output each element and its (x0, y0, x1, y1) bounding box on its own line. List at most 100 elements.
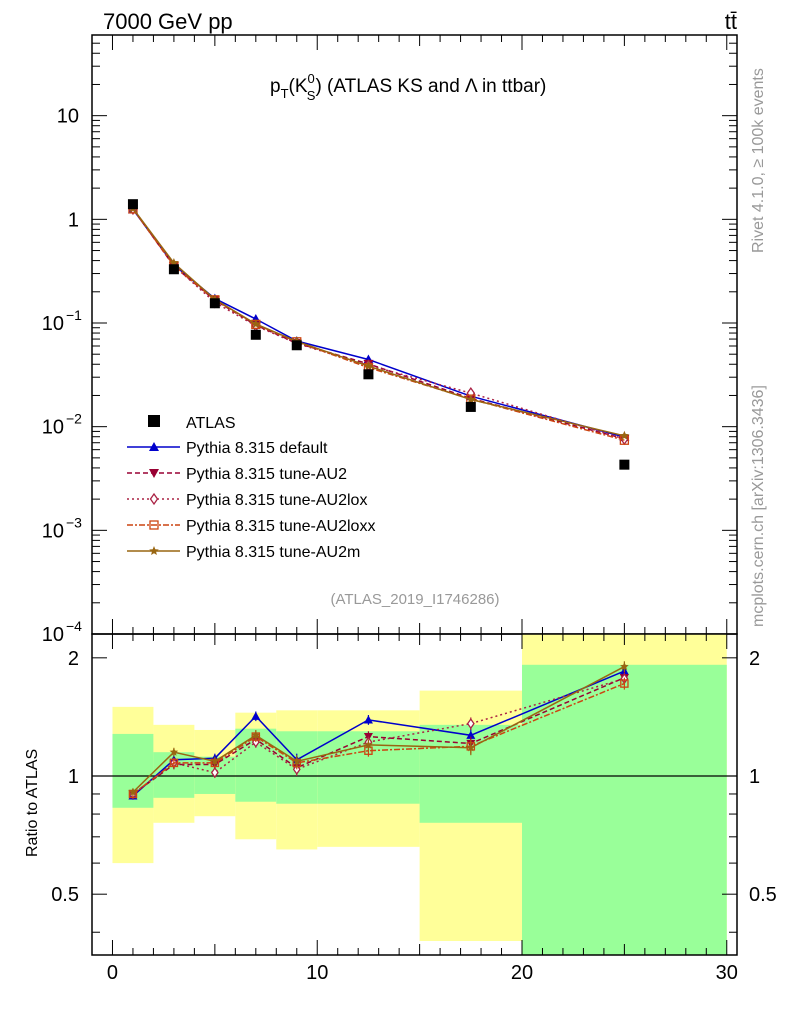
data-point-4-shape (291, 340, 302, 351)
ytick-label-base-0: 10 (57, 106, 79, 128)
series-4-point-6-shape (466, 394, 476, 404)
rtick-label-left-1: 1 (68, 766, 79, 788)
legend-label-3: Pythia 8.315 tune-AU2loxx (186, 518, 375, 535)
ytick-label-exp-3: −2 (66, 411, 82, 427)
series-4-point-6 (466, 394, 476, 404)
legend-marker-4-shape (149, 546, 159, 555)
xtick-label-3: 30 (716, 962, 738, 984)
ratio-plot: 0.5 0.51 12 20 10 20 30 (51, 633, 777, 984)
ratio-line-1 (132, 677, 625, 795)
ratio-4-point-6-shape (466, 743, 476, 752)
legend-marker-data (148, 415, 160, 427)
legend-marker-3 (149, 520, 159, 530)
legend-marker-1 (149, 469, 159, 478)
ratio-0-point-6-shape (466, 730, 476, 739)
legend-marker-3-shape (149, 520, 159, 530)
ratio-ylabel: Ratio to ATLAS (24, 749, 41, 857)
data-point-5 (363, 369, 374, 380)
rtick-label-right-0: 0.5 (749, 884, 777, 906)
legend-marker-data-shape (148, 415, 160, 427)
ytick-label-base-1: 1 (68, 209, 79, 231)
legend-label-0: Pythia 8.315 default (186, 440, 328, 457)
legend-marker-2-shape (149, 492, 159, 506)
ytick-label-4: 10 (42, 520, 64, 542)
title-k-sub: S (307, 88, 316, 103)
series-4-point-1 (169, 258, 179, 267)
data-point-4 (291, 340, 302, 351)
legend-marker-4 (149, 546, 159, 555)
ytick-label-2: 10 (42, 313, 64, 335)
ratio-4-point-3-shape (251, 730, 261, 739)
data-point-7-shape (619, 459, 630, 470)
ytick-label-base-5: 10 (42, 624, 64, 646)
data-point-5-shape (363, 369, 374, 380)
series-4-point-3 (251, 319, 261, 329)
legend-label-2: Pythia 8.315 tune-AU2lox (186, 492, 367, 509)
ratio-3-point-7-shape (620, 679, 629, 688)
ratio-0-point-5 (363, 715, 373, 724)
energy-label: 7000 GeV pp (103, 9, 233, 34)
data-point-1-shape (168, 264, 179, 275)
ratio-2-point-2 (210, 766, 219, 779)
ratio-4-point-7 (620, 662, 629, 671)
ratio-4-point-5-shape (364, 740, 373, 749)
legend-label-1: Pythia 8.315 tune-AU2 (186, 466, 347, 483)
title-p-sub: T (281, 86, 289, 101)
data-point-6 (465, 401, 476, 412)
ytick-label-base-3: 10 (42, 417, 64, 439)
chart-title: pT(K0 S) (ATLAS KS and Λ in ttbar) (270, 71, 546, 103)
series-line-1 (132, 208, 625, 440)
ytick-label-exp-4: −3 (66, 514, 82, 530)
rtick-label-left-0: 0.5 (51, 884, 79, 906)
series-4-point-5 (363, 361, 374, 371)
ratio-4-point-1-shape (169, 747, 179, 756)
rtick-label-right-1: 1 (749, 766, 760, 788)
legend-marker-1-shape (149, 469, 159, 478)
ytick-label-exp-2: −1 (66, 307, 82, 323)
ratio-2-point-6 (466, 717, 475, 730)
series-4-point-5-shape (363, 361, 374, 371)
ratio-2-point-2-shape (210, 766, 219, 779)
ytick-label-5: 10 (42, 624, 64, 646)
ratio-0-point-6 (466, 730, 476, 739)
series-4-point-1-shape (169, 258, 179, 267)
data-point-1 (168, 264, 179, 275)
ratio-line-3 (132, 682, 625, 795)
ratio-frame (91, 633, 738, 956)
ytick-label-exp-5: −4 (66, 618, 82, 634)
ratio-4-point-5 (364, 740, 373, 749)
ratio-4-point-0 (128, 787, 138, 796)
legend-label-data: ATLAS (186, 415, 236, 432)
title-rest: ) (ATLAS KS and Λ in ttbar) (315, 76, 546, 97)
ratio-4-point-3 (251, 730, 261, 739)
ratio-4-point-7-shape (620, 662, 629, 671)
series-line-2 (132, 208, 625, 440)
ratio-4-point-6 (466, 743, 476, 752)
legend-marker-2 (149, 492, 159, 506)
mcplots-label: mcplots.cern.ch [arXiv:1306.3436] (750, 385, 767, 627)
legend: ATLAS Pythia 8.315 default Pythia 8.315 tu… (127, 415, 375, 561)
ratio-line-0 (132, 670, 625, 797)
data-point-2 (209, 298, 220, 309)
ratio-3-point-1 (169, 758, 179, 768)
title-k-sup: 0 (308, 71, 315, 86)
data-point-3-shape (250, 329, 261, 340)
data-point-2-shape (209, 298, 220, 309)
series-line-0 (132, 208, 625, 438)
ytick-label-base-4: 10 (42, 520, 64, 542)
ratio-4-point-0-shape (128, 787, 138, 796)
series-4-point-3-shape (251, 319, 261, 329)
series-4-point-7-shape (619, 430, 630, 440)
ratio-line-4 (132, 665, 625, 793)
ratio-0-point-5-shape (363, 715, 373, 724)
data-point-0 (127, 199, 138, 210)
series-line-4 (132, 207, 625, 437)
ratio-0-point-3-shape (251, 711, 261, 720)
ytick-label-base-2: 10 (42, 313, 64, 335)
series-4-point-7 (619, 430, 630, 440)
xtick-label-1: 10 (306, 962, 328, 984)
xtick-label-2: 20 (511, 962, 533, 984)
ratio-4-point-4 (292, 756, 301, 765)
